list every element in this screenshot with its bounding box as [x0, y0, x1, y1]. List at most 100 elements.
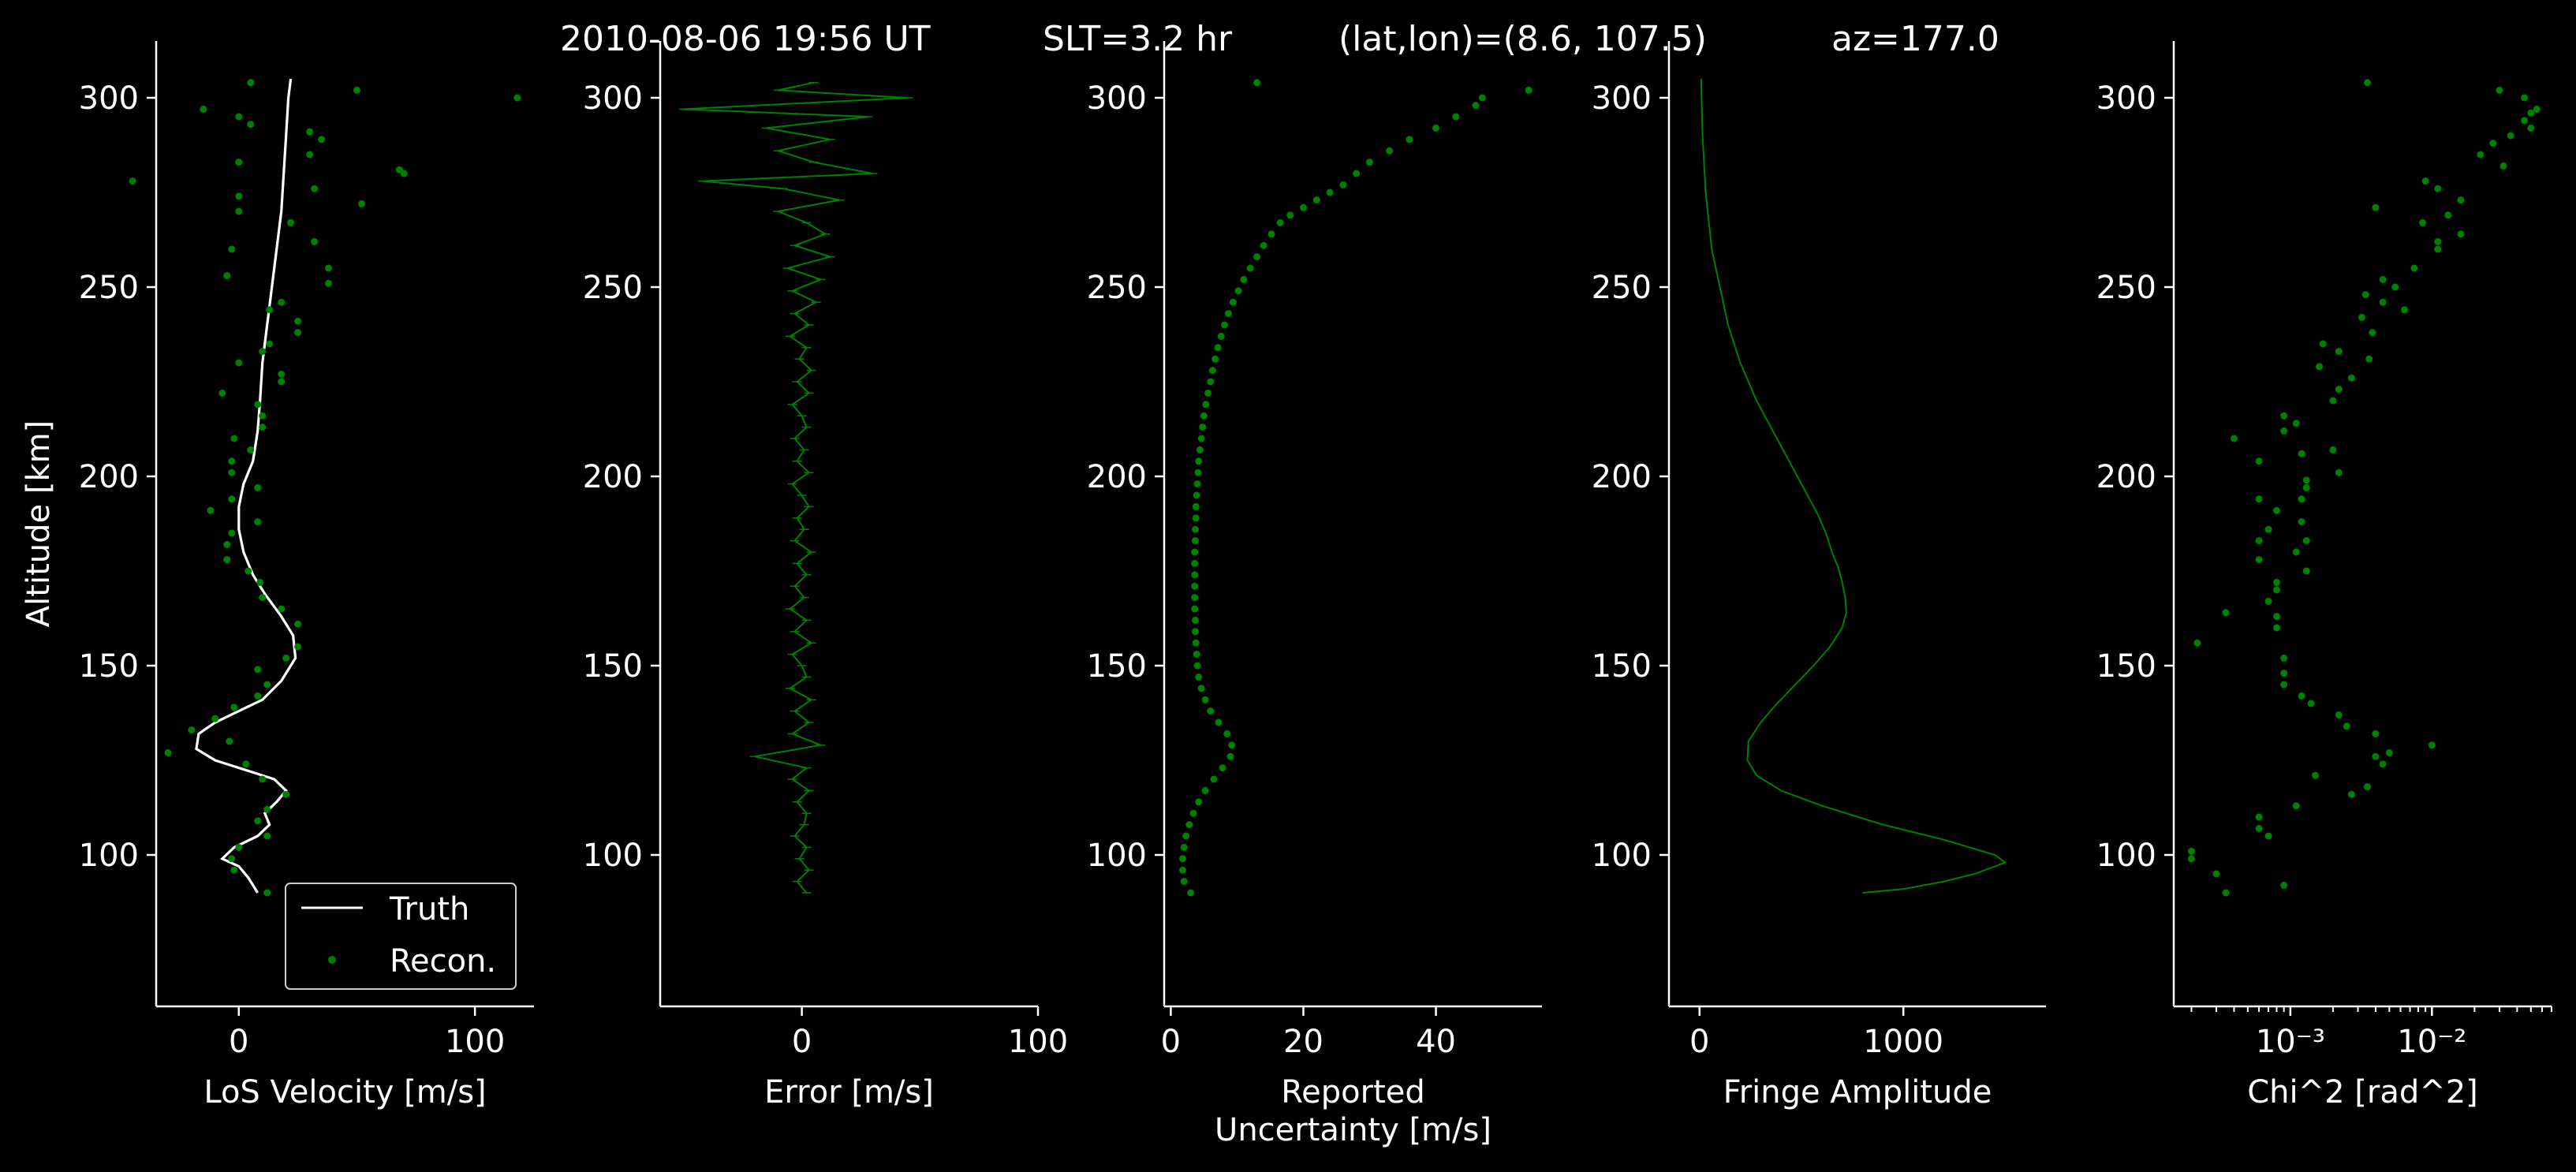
data-point	[2264, 525, 2272, 533]
data-point	[207, 506, 215, 514]
data-point	[2361, 291, 2369, 299]
data-point	[2372, 752, 2380, 760]
panel-5: 100 150 200 250 300 10⁻³ 10⁻² Chi^2 [rad^2]	[2096, 41, 2552, 1110]
data-point	[278, 370, 286, 378]
y-tick-label: 150	[2096, 648, 2156, 685]
data-point	[2273, 578, 2280, 586]
data-point	[2280, 881, 2288, 889]
data-point	[1211, 355, 1219, 363]
data-point	[2222, 889, 2230, 897]
data-point	[1192, 525, 1199, 533]
data-point	[259, 348, 267, 356]
data-point	[278, 378, 286, 386]
data-point	[218, 389, 226, 397]
series-line	[1700, 78, 2007, 894]
y-tick-label: 300	[2096, 80, 2156, 117]
legend-frame	[285, 883, 517, 990]
data-point	[1207, 707, 1215, 715]
data-point	[1217, 332, 1225, 340]
x-axis-label-line-2: Uncertainty [m/s]	[1215, 1112, 1491, 1148]
data-point	[1192, 616, 1199, 624]
data-point	[2187, 855, 2195, 863]
data-point	[1219, 764, 1226, 772]
data-point	[1201, 696, 1209, 704]
data-point	[287, 218, 295, 226]
data-point	[2401, 306, 2408, 314]
data-point	[1226, 752, 1234, 760]
data-point	[1185, 821, 1193, 829]
y-tick-label: 150	[583, 648, 643, 685]
data-point	[263, 889, 271, 897]
data-point	[2187, 847, 2195, 855]
data-point	[2193, 639, 2201, 647]
data-point	[1187, 889, 1195, 897]
data-point	[2347, 790, 2355, 798]
data-point	[1225, 310, 1232, 318]
data-point	[2280, 670, 2288, 677]
data-point	[2280, 681, 2288, 689]
y-tick-label: 150	[1087, 648, 1147, 685]
data-point	[2358, 313, 2365, 321]
data-point	[1286, 211, 1294, 219]
data-point	[2489, 140, 2497, 147]
panel-3: 100 150 200 250 300 0 20 40 ReportedUncertainty …	[1087, 41, 1542, 1148]
data-point	[2527, 124, 2535, 132]
data-point	[1253, 253, 1261, 261]
data-point	[1472, 102, 1480, 110]
data-point	[254, 518, 262, 526]
y-tick-label: 100	[79, 838, 139, 874]
data-point	[263, 681, 271, 689]
data-point	[2255, 556, 2263, 564]
data-point	[228, 495, 236, 503]
data-point	[2335, 711, 2343, 719]
data-point	[247, 446, 255, 453]
data-point	[2302, 567, 2310, 575]
data-point	[1260, 241, 1267, 249]
data-point	[325, 279, 332, 287]
data-point	[228, 245, 236, 253]
data-point	[2343, 722, 2350, 730]
data-point	[325, 264, 332, 272]
data-point	[1180, 843, 1188, 851]
data-point	[2335, 468, 2343, 476]
data-point	[2365, 355, 2373, 363]
data-point	[1525, 86, 1533, 94]
data-point	[2507, 132, 2514, 140]
data-point	[294, 317, 302, 325]
data-point	[513, 94, 521, 102]
x-tick-label: 10⁻³	[2256, 1024, 2325, 1060]
x-tick-label: 0	[1689, 1024, 1709, 1060]
data-point	[2292, 548, 2300, 556]
data-point	[278, 605, 286, 613]
data-point	[266, 340, 274, 348]
data-point	[2434, 185, 2442, 192]
y-tick-label: 200	[1592, 459, 1652, 495]
y-tick-label: 100	[2096, 838, 2156, 874]
data-point	[2298, 450, 2305, 457]
data-point	[282, 654, 290, 662]
data-point	[2255, 495, 2263, 503]
data-point	[1366, 159, 1373, 166]
data-point	[228, 529, 236, 537]
data-point	[2255, 537, 2263, 545]
data-point	[235, 207, 243, 215]
data-point	[1192, 628, 1199, 636]
data-point	[318, 136, 326, 144]
data-point	[1192, 639, 1200, 647]
data-point	[245, 567, 252, 575]
x-tick-label: 20	[1283, 1024, 1323, 1060]
data-point	[235, 113, 243, 121]
data-point	[2280, 412, 2288, 420]
data-point	[2298, 518, 2305, 526]
data-point	[1204, 389, 1211, 397]
data-point	[2369, 329, 2376, 337]
data-point	[254, 401, 262, 409]
data-point	[235, 359, 243, 367]
data-point	[228, 468, 236, 476]
data-point	[2521, 117, 2529, 125]
data-point	[1197, 435, 1205, 442]
data-point	[228, 855, 236, 863]
y-tick-label: 300	[1087, 80, 1147, 117]
series-line	[683, 81, 909, 894]
data-point	[242, 760, 250, 768]
